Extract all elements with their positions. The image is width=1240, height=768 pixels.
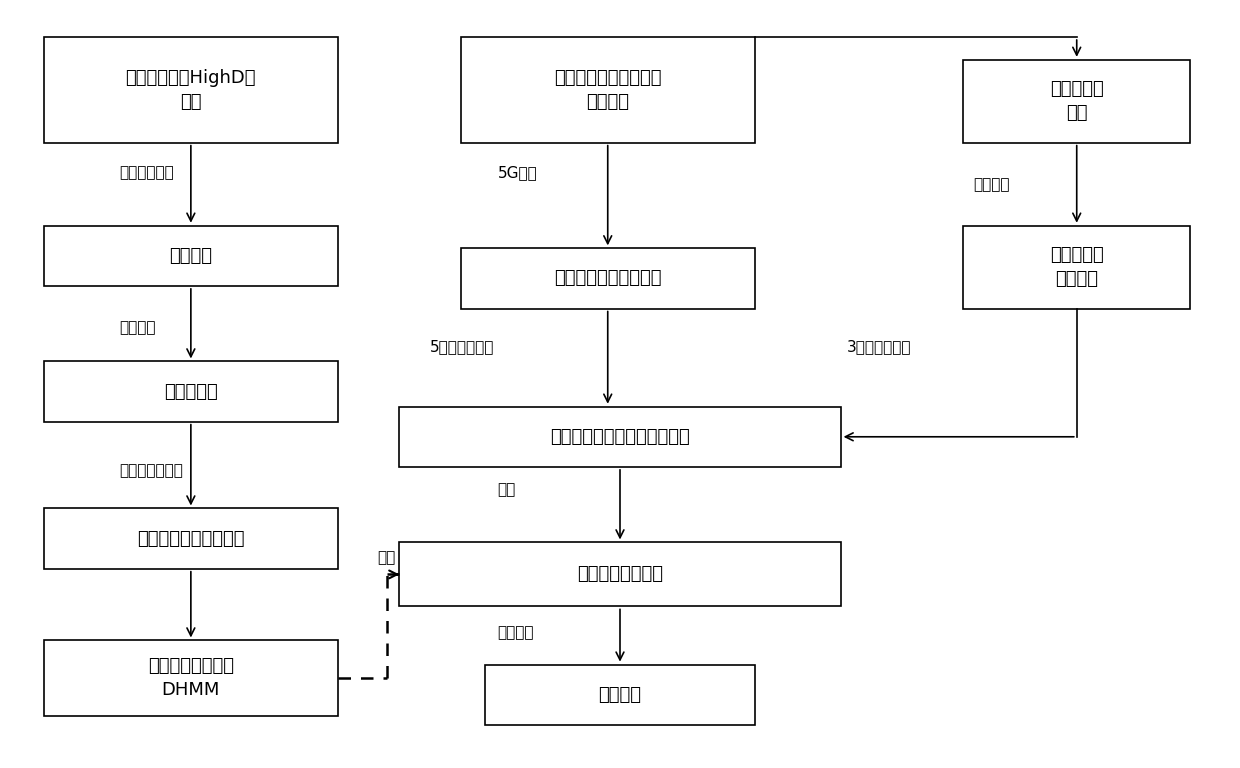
Text: 典型行为划分: 典型行为划分 [120, 165, 175, 180]
Bar [43, 37, 339, 143]
Text: 热区値观测序列数据集: 热区値观测序列数据集 [138, 530, 244, 548]
Text: 预测周车未
来轨迹点: 预测周车未 来轨迹点 [1050, 247, 1104, 288]
Text: 周车行为识别模型: 周车行为识别模型 [577, 565, 663, 584]
Bar [460, 248, 755, 309]
Text: 输入: 输入 [497, 482, 516, 497]
Bar [399, 406, 841, 467]
Text: 前向算法: 前向算法 [497, 625, 534, 641]
Text: 数据处理: 数据处理 [170, 247, 212, 265]
Text: 车辆自然轨迹HighD数
据集: 车辆自然轨迹HighD数 据集 [125, 69, 257, 111]
Bar [43, 641, 339, 716]
Bar [485, 664, 755, 725]
Text: 3时步未来位置: 3时步未来位置 [847, 339, 911, 354]
Bar [43, 226, 339, 286]
Bar [43, 362, 339, 422]
Text: 加载: 加载 [377, 550, 396, 565]
Bar [460, 37, 755, 143]
Text: 期望最大化算法: 期望最大化算法 [120, 463, 184, 478]
Bar [963, 60, 1190, 143]
Text: 5G通讯: 5G通讯 [497, 165, 537, 180]
Text: 建立运动学
模型: 建立运动学 模型 [1050, 81, 1104, 122]
Text: 主车获取周车实时数据: 主车获取周车实时数据 [554, 270, 661, 287]
Text: 热区转换: 热区转换 [120, 320, 156, 335]
Text: 周围目标车辆采集自车
实时数据: 周围目标车辆采集自车 实时数据 [554, 69, 661, 111]
Text: 轨迹预测: 轨迹预测 [973, 177, 1009, 192]
Bar [963, 226, 1190, 309]
Bar [399, 542, 841, 607]
Text: 热区値定义: 热区値定义 [164, 382, 218, 401]
Text: 热区转换后获得观测热区序列: 热区转换后获得观测热区序列 [551, 428, 689, 445]
Text: 5时步历史位置: 5时步历史位置 [430, 339, 495, 354]
Text: 最优车辆行为识别
DHMM: 最优车辆行为识别 DHMM [148, 657, 234, 699]
Bar [43, 508, 339, 569]
Text: 识别结果: 识别结果 [599, 686, 641, 703]
